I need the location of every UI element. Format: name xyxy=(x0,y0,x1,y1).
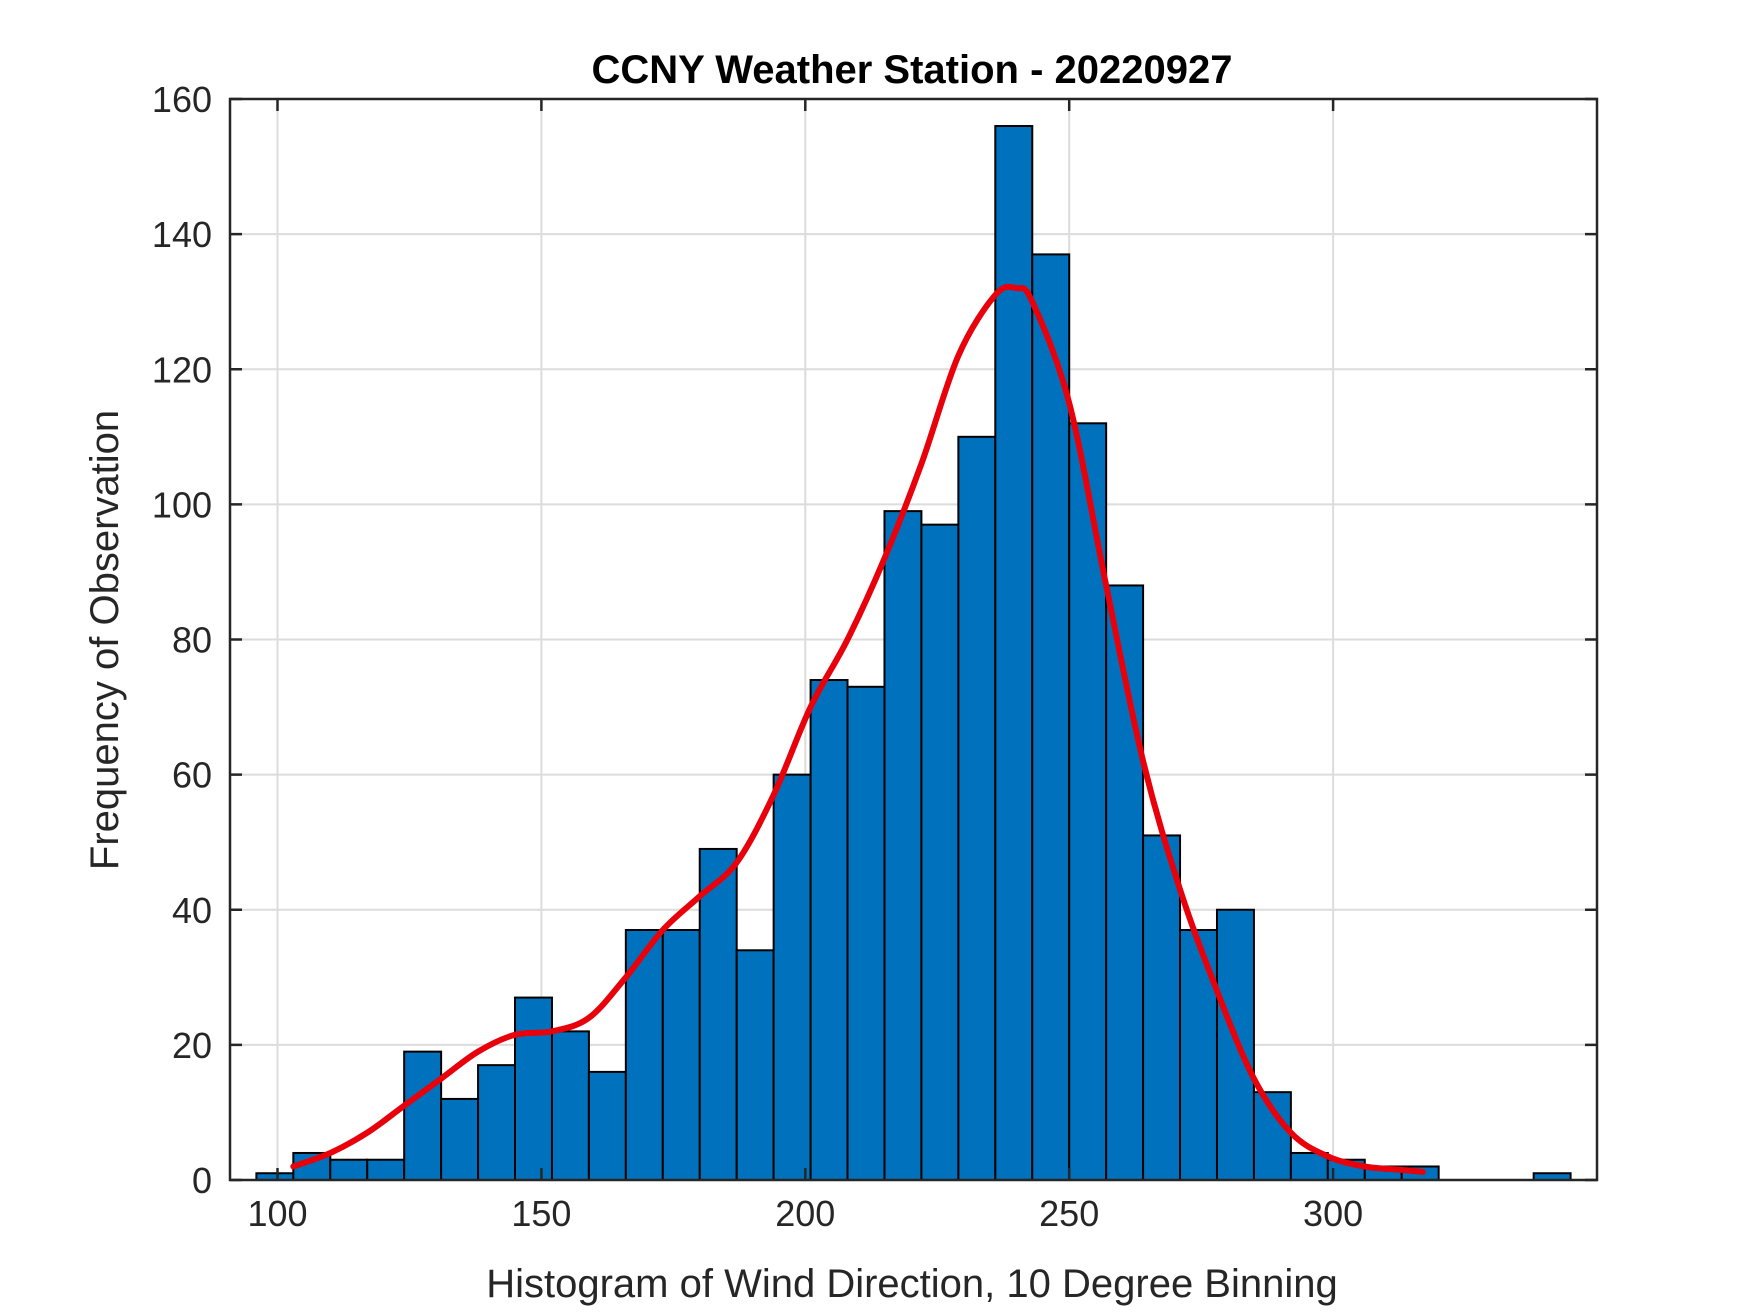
histogram-bar xyxy=(366,1158,406,1181)
y-tick-label: 100 xyxy=(152,484,212,525)
chart-title: CCNY Weather Station - 20220927 xyxy=(592,48,1233,92)
x-tick-label: 100 xyxy=(247,1193,307,1234)
histogram-bar xyxy=(1068,422,1108,1181)
histogram-bar xyxy=(772,773,812,1181)
histogram-bar xyxy=(477,1064,517,1182)
axis-ticks xyxy=(230,97,1597,1182)
x-axis-title: Histogram of Wind Direction, 10 Degree B… xyxy=(486,1262,1338,1306)
histogram-bar xyxy=(846,685,886,1181)
histogram-bar xyxy=(403,1050,443,1181)
histogram-bar xyxy=(1142,834,1182,1182)
histogram-bar xyxy=(920,523,960,1181)
y-tick-label: 140 xyxy=(152,214,212,255)
histogram-bars xyxy=(255,125,1572,1182)
x-tick-label: 300 xyxy=(1303,1193,1363,1234)
x-tick-label: 150 xyxy=(511,1193,571,1234)
histogram-bar xyxy=(624,929,664,1181)
y-tick-label: 160 xyxy=(152,79,212,120)
histogram-bar xyxy=(587,1070,627,1182)
histogram-bar xyxy=(1031,253,1071,1182)
histogram-bar xyxy=(329,1158,369,1181)
y-tick-label: 40 xyxy=(172,890,212,931)
histogram-bar xyxy=(994,125,1034,1181)
y-tick-label: 0 xyxy=(192,1160,212,1201)
y-tick-label: 80 xyxy=(172,620,212,661)
y-tick-label: 20 xyxy=(172,1025,212,1066)
tick-labels: 100 150 200 250 300 0 20 40 60 80 100 120 140 160 xyxy=(152,79,1363,1234)
histogram-bar xyxy=(661,929,701,1181)
x-tick-label: 250 xyxy=(1039,1193,1099,1234)
histogram-bar xyxy=(1179,929,1218,1181)
histogram-bar xyxy=(809,679,849,1181)
fit-curve-line xyxy=(290,283,1426,1175)
histogram-bar xyxy=(883,510,923,1182)
histogram-bar xyxy=(698,847,738,1181)
histogram-bar xyxy=(735,949,775,1181)
y-axis-title: Frequency of Observation xyxy=(83,410,127,870)
y-tick-label: 60 xyxy=(172,755,212,796)
histogram-bar xyxy=(440,1097,480,1182)
histogram-bar xyxy=(957,435,997,1181)
y-tick-label: 120 xyxy=(152,349,212,390)
x-tick-label: 200 xyxy=(775,1193,835,1234)
fit-curve-layer xyxy=(290,283,1426,1175)
histogram-bar xyxy=(514,996,553,1181)
histogram-bar xyxy=(550,1030,590,1182)
